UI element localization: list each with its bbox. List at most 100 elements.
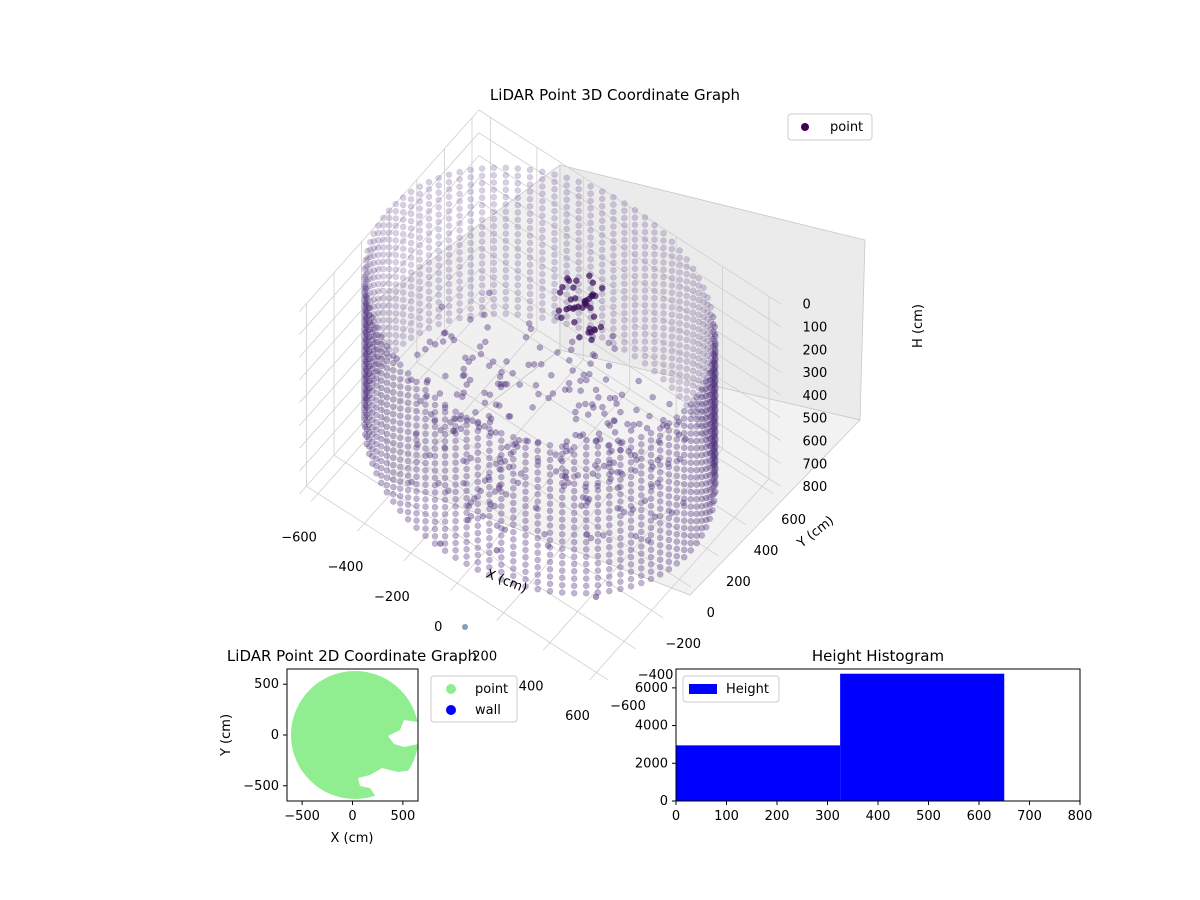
plot3d-point bbox=[599, 403, 606, 411]
plot3d-point bbox=[668, 369, 676, 377]
plot3d-point bbox=[707, 391, 715, 399]
plot3d-point bbox=[456, 168, 463, 176]
plot3d-point bbox=[546, 544, 554, 551]
plot3d-point bbox=[668, 384, 676, 391]
plot3d-point bbox=[698, 510, 706, 517]
plot3d-point bbox=[378, 333, 385, 341]
plot3d-point bbox=[431, 452, 439, 460]
plot2d-x-tick: 0 bbox=[348, 809, 356, 824]
plot3d-point bbox=[695, 420, 702, 428]
plot3d-point bbox=[478, 238, 486, 245]
plot3d-point bbox=[363, 433, 371, 441]
plot3d-point bbox=[431, 496, 439, 504]
plot3d-point bbox=[448, 333, 455, 340]
plot3d-point bbox=[467, 195, 474, 203]
plot3d-point bbox=[570, 524, 578, 531]
plot3d-point bbox=[594, 567, 602, 574]
plot3d-point bbox=[463, 458, 470, 465]
plot3d-point bbox=[431, 503, 439, 511]
plot3d-point bbox=[374, 310, 382, 317]
plot3d-point bbox=[712, 452, 719, 459]
plot3d-point bbox=[594, 560, 602, 567]
plot3d-point bbox=[638, 448, 645, 455]
plot3d-point bbox=[522, 488, 529, 495]
plot3d-point bbox=[706, 486, 713, 493]
plot3d-point bbox=[712, 398, 719, 406]
plot3d-point bbox=[702, 400, 710, 407]
plot3d-point bbox=[486, 491, 493, 498]
plot3d-point bbox=[465, 358, 473, 365]
plot3d-point bbox=[558, 509, 566, 516]
plot3d-point bbox=[522, 481, 529, 488]
plot3d-point bbox=[367, 377, 374, 385]
plot3d-point bbox=[412, 431, 420, 438]
plot3d-point bbox=[712, 422, 719, 430]
plot3d-point bbox=[709, 397, 716, 404]
plot3d-point bbox=[673, 421, 681, 429]
plot3d-point bbox=[587, 226, 594, 234]
plot3d-point bbox=[709, 375, 716, 382]
plot3d-point bbox=[606, 441, 613, 449]
plot3d-point bbox=[369, 431, 376, 438]
plot3d-point bbox=[364, 371, 371, 379]
plot3d-point bbox=[579, 431, 587, 438]
plot3d-point bbox=[435, 211, 442, 218]
plot3d-point bbox=[617, 563, 624, 571]
plot3d-point bbox=[594, 472, 602, 479]
plot3d-point bbox=[474, 559, 482, 566]
plot3d-point bbox=[587, 285, 594, 292]
plot3d-point bbox=[362, 343, 369, 351]
plot3d-point bbox=[668, 509, 676, 516]
plot3d-point bbox=[467, 312, 474, 320]
plot3d-point bbox=[478, 289, 486, 296]
plot3d-point bbox=[709, 423, 717, 430]
plot3d-point bbox=[452, 547, 459, 554]
plot3d-point bbox=[408, 376, 415, 383]
plot3d-point bbox=[498, 451, 505, 459]
plot3d-point bbox=[467, 276, 474, 283]
plot3d-point bbox=[711, 432, 718, 440]
plot3d-point bbox=[570, 480, 578, 488]
plot3d-point bbox=[407, 290, 415, 298]
plot3d-point bbox=[656, 432, 664, 440]
plot3d-point bbox=[596, 436, 604, 443]
plot3d-point bbox=[441, 416, 449, 423]
plot3d-point bbox=[413, 415, 420, 422]
plot3d-point bbox=[463, 487, 470, 495]
plot3d-point bbox=[631, 228, 639, 236]
plot3d-point bbox=[414, 441, 421, 448]
plot3d-point bbox=[539, 241, 546, 249]
plot3d-point bbox=[621, 317, 628, 324]
plot3d-point bbox=[425, 193, 433, 200]
plot3d-point bbox=[702, 378, 710, 385]
plot3d-point bbox=[490, 303, 498, 310]
plot3d-point bbox=[695, 355, 702, 362]
plot3d-point bbox=[426, 338, 434, 346]
plot3d-point bbox=[441, 445, 449, 452]
plot3d-point bbox=[638, 441, 645, 448]
plot3d-point bbox=[687, 474, 695, 481]
plot3d-point bbox=[673, 531, 681, 538]
plot3d-point bbox=[617, 534, 624, 542]
plot3d-point bbox=[445, 237, 453, 244]
plot3d-point bbox=[522, 539, 529, 547]
plot3d-point bbox=[709, 477, 716, 485]
plot3d-point bbox=[580, 371, 587, 379]
histogram-x-tick: 300 bbox=[815, 809, 840, 824]
plot3d-point bbox=[425, 251, 433, 259]
plot3d-point bbox=[710, 351, 718, 359]
plot3d-point bbox=[680, 517, 688, 524]
plot3d-point bbox=[665, 514, 673, 522]
plot3d-point bbox=[362, 336, 369, 343]
plot3d-point bbox=[570, 473, 578, 480]
plot3d-point bbox=[425, 302, 433, 310]
plot3d-point bbox=[441, 489, 449, 496]
plot3d-point bbox=[656, 541, 664, 549]
plot3d-point bbox=[704, 367, 711, 374]
plot3d-point bbox=[365, 414, 373, 421]
plot3d-point bbox=[514, 296, 522, 304]
plot3d-point bbox=[689, 316, 697, 324]
plot3d-point bbox=[365, 450, 373, 458]
plot3d-point bbox=[380, 309, 387, 317]
